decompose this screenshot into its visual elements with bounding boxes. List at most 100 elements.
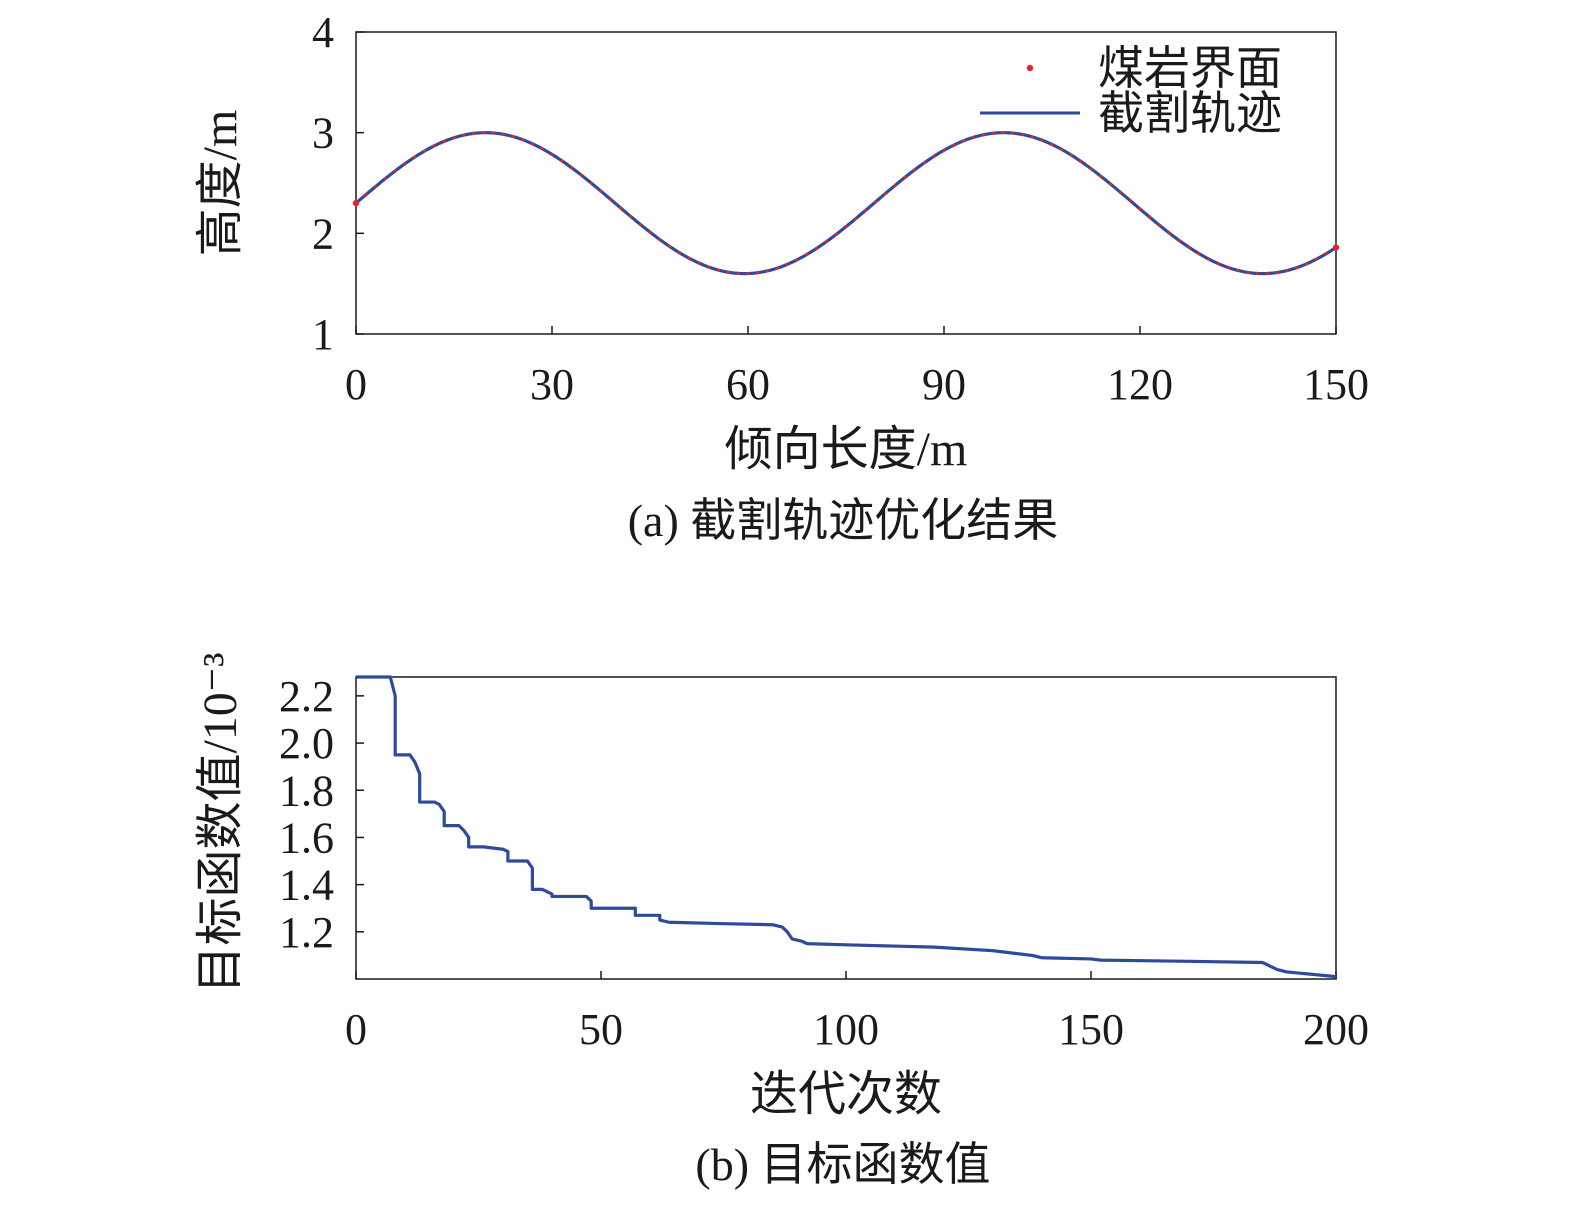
data-point-coal-rock-interface (1099, 174, 1103, 178)
y-tick-label: 1.6 (279, 813, 334, 862)
data-point-coal-rock-interface (560, 159, 564, 163)
data-point-coal-rock-interface (1001, 131, 1005, 135)
data-point-coal-rock-interface (1314, 257, 1318, 261)
y-tick-label: 2 (312, 209, 334, 258)
data-point-coal-rock-interface (785, 262, 789, 266)
data-point-coal-rock-interface (589, 181, 593, 185)
data-point-coal-rock-interface (1011, 131, 1015, 135)
panel-a-ticks (355, 31, 1337, 335)
data-point-coal-rock-interface (1285, 268, 1289, 273)
data-point-coal-rock-interface (962, 139, 966, 143)
x-tick-label: 100 (813, 1005, 879, 1054)
data-point-coal-rock-interface (638, 222, 642, 226)
data-point-coal-rock-interface (442, 139, 446, 143)
data-point-coal-rock-interface (1030, 135, 1034, 139)
data-point-coal-rock-interface (1216, 262, 1220, 266)
panel-a-caption: (a) 截割轨迹优化结果 (628, 495, 1059, 546)
data-point-coal-rock-interface (1089, 167, 1093, 171)
data-point-coal-rock-interface (668, 244, 672, 249)
x-tick-label: 200 (1303, 1005, 1369, 1054)
x-tick-label: 120 (1107, 360, 1173, 409)
data-point-coal-rock-interface (609, 197, 613, 202)
data-point-coal-rock-interface (1177, 238, 1181, 243)
panel-b-caption: (b) 目标函数值 (695, 1139, 990, 1190)
panel-b-x-axis-label: 迭代次数 (750, 1068, 942, 1121)
data-point-coal-rock-interface (1324, 252, 1328, 256)
data-point-coal-rock-interface (795, 258, 799, 262)
data-point-coal-rock-interface (352, 199, 360, 207)
data-point-coal-rock-interface (854, 217, 858, 221)
data-point-coal-rock-interface (1305, 262, 1309, 266)
data-point-coal-rock-interface (472, 131, 476, 135)
data-point-coal-rock-interface (579, 173, 584, 177)
data-point-coal-rock-interface (1295, 266, 1299, 270)
data-point-coal-rock-interface (1158, 223, 1162, 227)
data-point-coal-rock-interface (687, 256, 691, 260)
data-point-coal-rock-interface (1069, 153, 1073, 157)
data-point-coal-rock-interface (501, 132, 505, 136)
data-point-coal-rock-interface (628, 214, 633, 218)
data-point-coal-rock-interface (1118, 190, 1122, 194)
data-point-coal-rock-interface (697, 261, 701, 265)
data-point-coal-rock-interface (756, 271, 760, 275)
data-point-coal-rock-interface (883, 192, 887, 196)
y-tick-label: 2.2 (279, 672, 334, 721)
y-tick-label: 2.0 (279, 719, 334, 768)
data-point-coal-rock-interface (746, 271, 750, 276)
series-line-objective-value (356, 675, 1337, 979)
data-point-coal-rock-interface (364, 193, 368, 197)
data-point-coal-rock-interface (481, 131, 485, 135)
data-point-coal-rock-interface (530, 142, 535, 146)
panel-a-data-marks (352, 131, 1340, 276)
y-tick-label: 3 (312, 109, 334, 158)
data-point-coal-rock-interface (619, 206, 623, 210)
data-point-coal-rock-interface (540, 147, 544, 151)
data-point-coal-rock-interface (775, 266, 780, 270)
data-point-coal-rock-interface (844, 225, 848, 229)
x-tick-label: 50 (579, 1005, 623, 1054)
data-point-coal-rock-interface (766, 269, 770, 273)
y-tick-label: 1 (312, 310, 334, 359)
data-point-coal-rock-interface (599, 189, 603, 193)
data-point-coal-rock-interface (570, 166, 574, 170)
data-point-coal-rock-interface (383, 176, 387, 181)
data-point-coal-rock-interface (1138, 207, 1142, 211)
data-point-coal-rock-interface (491, 131, 495, 135)
data-point-coal-rock-interface (1167, 231, 1171, 235)
data-point-coal-rock-interface (1332, 244, 1340, 251)
data-point-coal-rock-interface (1236, 268, 1240, 273)
data-point-coal-rock-interface (736, 271, 740, 275)
x-tick-label: 30 (530, 360, 574, 409)
data-point-coal-rock-interface (893, 183, 897, 188)
data-point-coal-rock-interface (1207, 257, 1211, 261)
data-point-coal-rock-interface (717, 268, 721, 272)
x-tick-label: 0 (345, 360, 367, 409)
panel-a-plot-frame (355, 31, 1337, 335)
data-point-coal-rock-interface (1275, 270, 1279, 275)
y-tick-label: 1.8 (279, 766, 334, 815)
series-line-cutting-trajectory (354, 131, 1337, 276)
data-point-coal-rock-interface (922, 161, 927, 165)
legend-marker-coal-rock-interface (1026, 64, 1034, 72)
data-point-coal-rock-interface (1079, 160, 1083, 164)
data-point-coal-rock-interface (1246, 270, 1250, 275)
panel-a-legend: 煤岩界面 截割轨迹 (980, 43, 1282, 139)
data-point-coal-rock-interface (677, 251, 682, 255)
legend-label-coal-rock-interface: 煤岩界面 (1098, 43, 1282, 94)
data-point-coal-rock-interface (432, 144, 436, 148)
panel-b-plot-frame (355, 676, 1337, 980)
data-point-coal-rock-interface (805, 252, 809, 257)
data-point-coal-rock-interface (452, 136, 456, 140)
x-tick-label: 60 (726, 360, 770, 409)
panel-b-data-marks (356, 675, 1337, 979)
data-point-coal-rock-interface (1128, 199, 1132, 203)
data-point-coal-rock-interface (658, 237, 662, 242)
data-point-coal-rock-interface (913, 168, 917, 172)
data-point-coal-rock-interface (1020, 132, 1024, 137)
data-point-coal-rock-interface (374, 184, 378, 189)
y-tick-label: 1.4 (279, 861, 334, 910)
data-point-coal-rock-interface (1265, 271, 1269, 276)
data-point-coal-rock-interface (511, 134, 515, 139)
data-point-coal-rock-interface (864, 208, 868, 212)
